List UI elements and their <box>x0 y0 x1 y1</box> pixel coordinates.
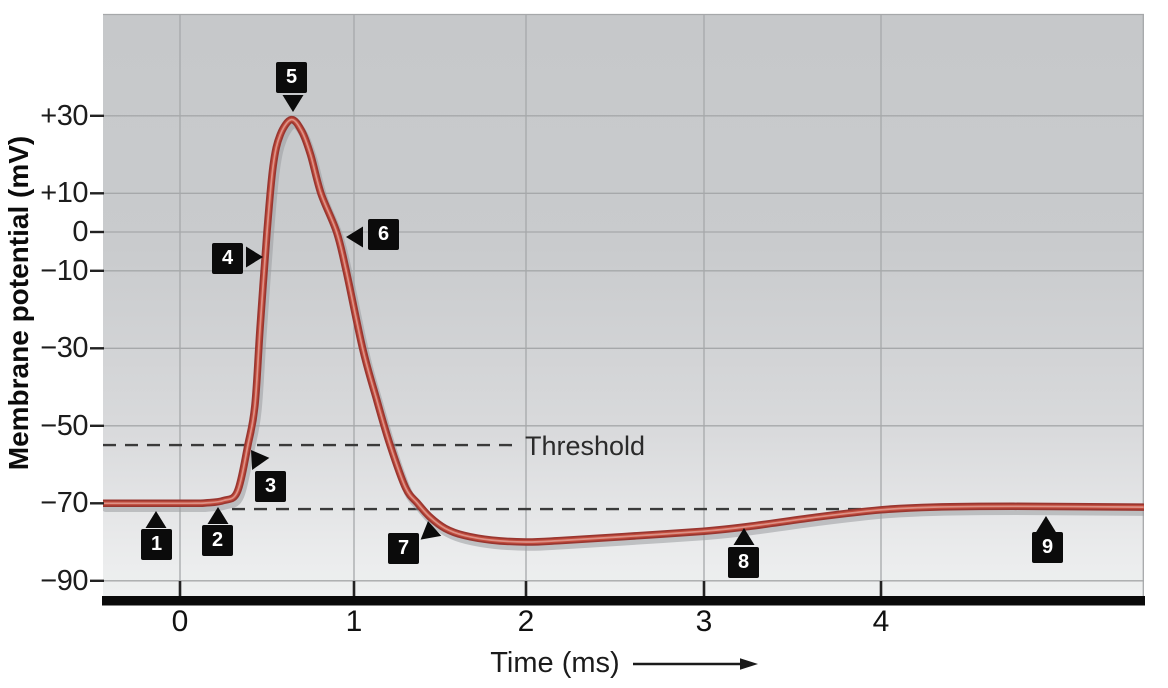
y-tick-label: −10 <box>40 254 88 287</box>
marker-arrows <box>145 95 1057 545</box>
time-direction-arrow-icon <box>633 658 758 670</box>
marker-arrow-9-icon <box>1035 516 1057 533</box>
x-tick-label: 2 <box>517 605 535 638</box>
y-tick-label: 0 <box>72 216 88 248</box>
marker-arrow-6-icon <box>346 226 363 248</box>
threshold-label: Threshold <box>525 431 646 461</box>
marker-arrow-8-icon <box>733 528 755 545</box>
marker-box-8: 8 <box>728 547 759 578</box>
x-tick-label: 3 <box>695 605 713 638</box>
membrane-potential-curve <box>103 115 1144 551</box>
marker-box-9: 9 <box>1032 532 1063 563</box>
marker-box-7: 7 <box>388 533 419 564</box>
y-tick-label: −30 <box>40 332 88 365</box>
marker-box-4: 4 <box>212 243 243 274</box>
y-axis-title: Membrane potential (mV) <box>3 135 34 471</box>
x-tick-label: 1 <box>345 605 363 638</box>
y-tick-label: +10 <box>40 177 88 210</box>
marker-arrow-5-icon <box>282 95 304 112</box>
marker-arrow-1-icon <box>145 511 167 528</box>
x-tick-label: 4 <box>872 605 890 638</box>
marker-box-6: 6 <box>368 219 399 250</box>
x-axis-title: Time (ms) <box>490 647 620 679</box>
axis-ticks <box>90 114 883 596</box>
marker-box-5: 5 <box>276 62 307 93</box>
marker-arrow-7-icon <box>420 521 442 540</box>
marker-arrow-4-icon <box>246 246 263 268</box>
y-tick-label: −90 <box>40 564 88 597</box>
marker-box-3: 3 <box>255 471 286 502</box>
marker-box-2: 2 <box>202 525 233 556</box>
marker-arrow-3-icon <box>251 450 270 470</box>
marker-box-1: 1 <box>141 529 172 560</box>
y-tick-label: −70 <box>40 487 88 520</box>
y-tick-label: +30 <box>40 99 88 132</box>
x-axis-bar <box>102 596 1145 606</box>
dashed-reference-lines <box>103 443 884 511</box>
x-tick-label: 0 <box>171 605 189 638</box>
marker-arrow-2-icon <box>207 507 229 524</box>
y-tick-label: −50 <box>40 409 88 442</box>
